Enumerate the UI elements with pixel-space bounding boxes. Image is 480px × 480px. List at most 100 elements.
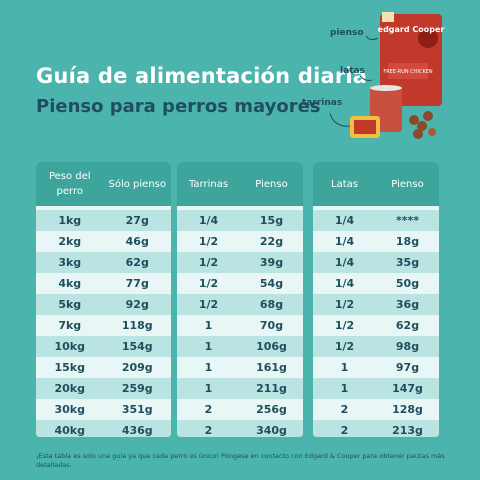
table-cell: 4kg: [58, 277, 82, 290]
table-row: 30kg 351g: [36, 399, 171, 420]
table-cell: 2: [204, 403, 213, 416]
table-cell: 1: [204, 361, 213, 374]
table-cell: 5kg: [58, 298, 82, 311]
table-solo-pienso: Peso del perro Sólo pienso 1kg 27g 2kg 46g 3…: [36, 162, 171, 437]
table-row: 1/2 62g: [313, 315, 439, 336]
table-cell: 35g: [395, 256, 420, 269]
table-cell: 1/2: [198, 277, 219, 290]
table-row: 1/2 39g: [177, 252, 303, 273]
product-image: edgard Cooper FREE-RUN CHICKEN: [330, 12, 445, 139]
table-row: 1/4 15g: [177, 210, 303, 231]
header-peso: Peso del perro: [48, 171, 91, 197]
table-row: 40kg 436g: [36, 420, 171, 437]
table-row: 7kg 118g: [36, 315, 171, 336]
label-pienso: pienso: [330, 28, 364, 38]
header-solo-pienso: Sólo pienso: [108, 178, 167, 190]
table-cell: 351g: [121, 403, 153, 416]
table-row: 20kg 259g: [36, 378, 171, 399]
table-cell: ****: [395, 214, 419, 227]
product-name: FREE-RUN CHICKEN: [383, 69, 433, 75]
table-row: 15kg 209g: [36, 357, 171, 378]
table-cell: 2: [340, 403, 349, 416]
table-cell: 147g: [392, 382, 423, 395]
brand-logo: edgard Cooper: [378, 25, 445, 34]
table-row: 1/2 98g: [313, 336, 439, 357]
table-row: 1 106g: [177, 336, 303, 357]
table-cell: 256g: [256, 403, 287, 416]
table-cell: 54g: [259, 277, 284, 290]
table-row: 10kg 154g: [36, 336, 171, 357]
page-subtitle: Pienso para perros mayores: [36, 96, 321, 117]
label-tarrinas: tarrinas: [302, 98, 343, 108]
table-cell: 3kg: [58, 256, 82, 269]
table-row: 2 128g: [313, 399, 439, 420]
header-pienso: Pienso: [255, 178, 288, 190]
table-header: Latas Pienso: [313, 162, 439, 206]
table-cell: 1: [340, 382, 349, 395]
table-cell: 98g: [395, 340, 420, 353]
table-cell: 209g: [121, 361, 153, 374]
table-row: 2 256g: [177, 399, 303, 420]
table-cell: 68g: [259, 298, 284, 311]
table-cell: 118g: [121, 319, 153, 332]
table-cell: 7kg: [58, 319, 82, 332]
table-cell: 39g: [259, 256, 284, 269]
table-cell: 30kg: [54, 403, 86, 416]
table-row: 1 70g: [177, 315, 303, 336]
table-cell: 27g: [125, 214, 149, 227]
table-cell: 213g: [392, 424, 423, 437]
table-row: 1/2 68g: [177, 294, 303, 315]
table-cell: 20kg: [54, 382, 86, 395]
table-cell: 50g: [395, 277, 420, 290]
table-latas: Latas Pienso 1/4 **** 1/4 18g 1/4 35g 1/4 50g 1/…: [313, 162, 439, 437]
table-cell: 2: [340, 424, 349, 437]
table-row: 1/4 50g: [313, 273, 439, 294]
table-cell: 1: [204, 382, 213, 395]
table-cell: 18g: [395, 235, 420, 248]
table-cell: 15g: [259, 214, 284, 227]
table-cell: 2: [204, 424, 213, 437]
table-cell: 10kg: [54, 340, 86, 353]
table-row: 1/2 54g: [177, 273, 303, 294]
table-cell: 211g: [256, 382, 287, 395]
table-cell: 40kg: [54, 424, 86, 437]
table-cell: 161g: [256, 361, 287, 374]
table-row: 1/2 22g: [177, 231, 303, 252]
table-cell: 46g: [125, 235, 149, 248]
table-cell: 22g: [259, 235, 284, 248]
table-cell: 62g: [395, 319, 420, 332]
table-row: 2kg 46g: [36, 231, 171, 252]
table-cell: 1/4: [334, 256, 355, 269]
header-pienso: Pienso: [391, 178, 424, 190]
page-title: Guía de alimentación diaria: [36, 64, 368, 88]
table-row: 1 161g: [177, 357, 303, 378]
table-cell: 1/2: [334, 298, 355, 311]
table-row: 2 213g: [313, 420, 439, 437]
table-cell: 77g: [125, 277, 149, 290]
table-cell: 154g: [121, 340, 153, 353]
table-row: 1/4 ****: [313, 210, 439, 231]
table-cell: 106g: [256, 340, 287, 353]
table-cell: 97g: [395, 361, 420, 374]
table-cell: 1/2: [198, 235, 219, 248]
label-latas: latas: [340, 66, 365, 76]
footnote: ¡Esta tabla es solo una guía ya que cada…: [36, 452, 445, 469]
table-header: Tarrinas Pienso: [177, 162, 303, 206]
table-header: Peso del perro Sólo pienso: [36, 162, 171, 206]
table-row: 1kg 27g: [36, 210, 171, 231]
table-row: 1 97g: [313, 357, 439, 378]
table-cell: 1/2: [334, 319, 355, 332]
table-row: 3kg 62g: [36, 252, 171, 273]
table-cell: 1/2: [198, 256, 219, 269]
table-cell: 15kg: [54, 361, 86, 374]
table-tarrinas: Tarrinas Pienso 1/4 15g 1/2 22g 1/2 39g 1/2 54g…: [177, 162, 303, 437]
table-cell: 92g: [125, 298, 149, 311]
table-row: 2 340g: [177, 420, 303, 437]
table-cell: 1/4: [198, 214, 219, 227]
table-cell: 1/2: [334, 340, 355, 353]
table-cell: 1: [204, 319, 213, 332]
table-cell: 70g: [259, 319, 284, 332]
table-cell: 1: [204, 340, 213, 353]
table-row: 1/4 35g: [313, 252, 439, 273]
table-cell: 1kg: [58, 214, 82, 227]
